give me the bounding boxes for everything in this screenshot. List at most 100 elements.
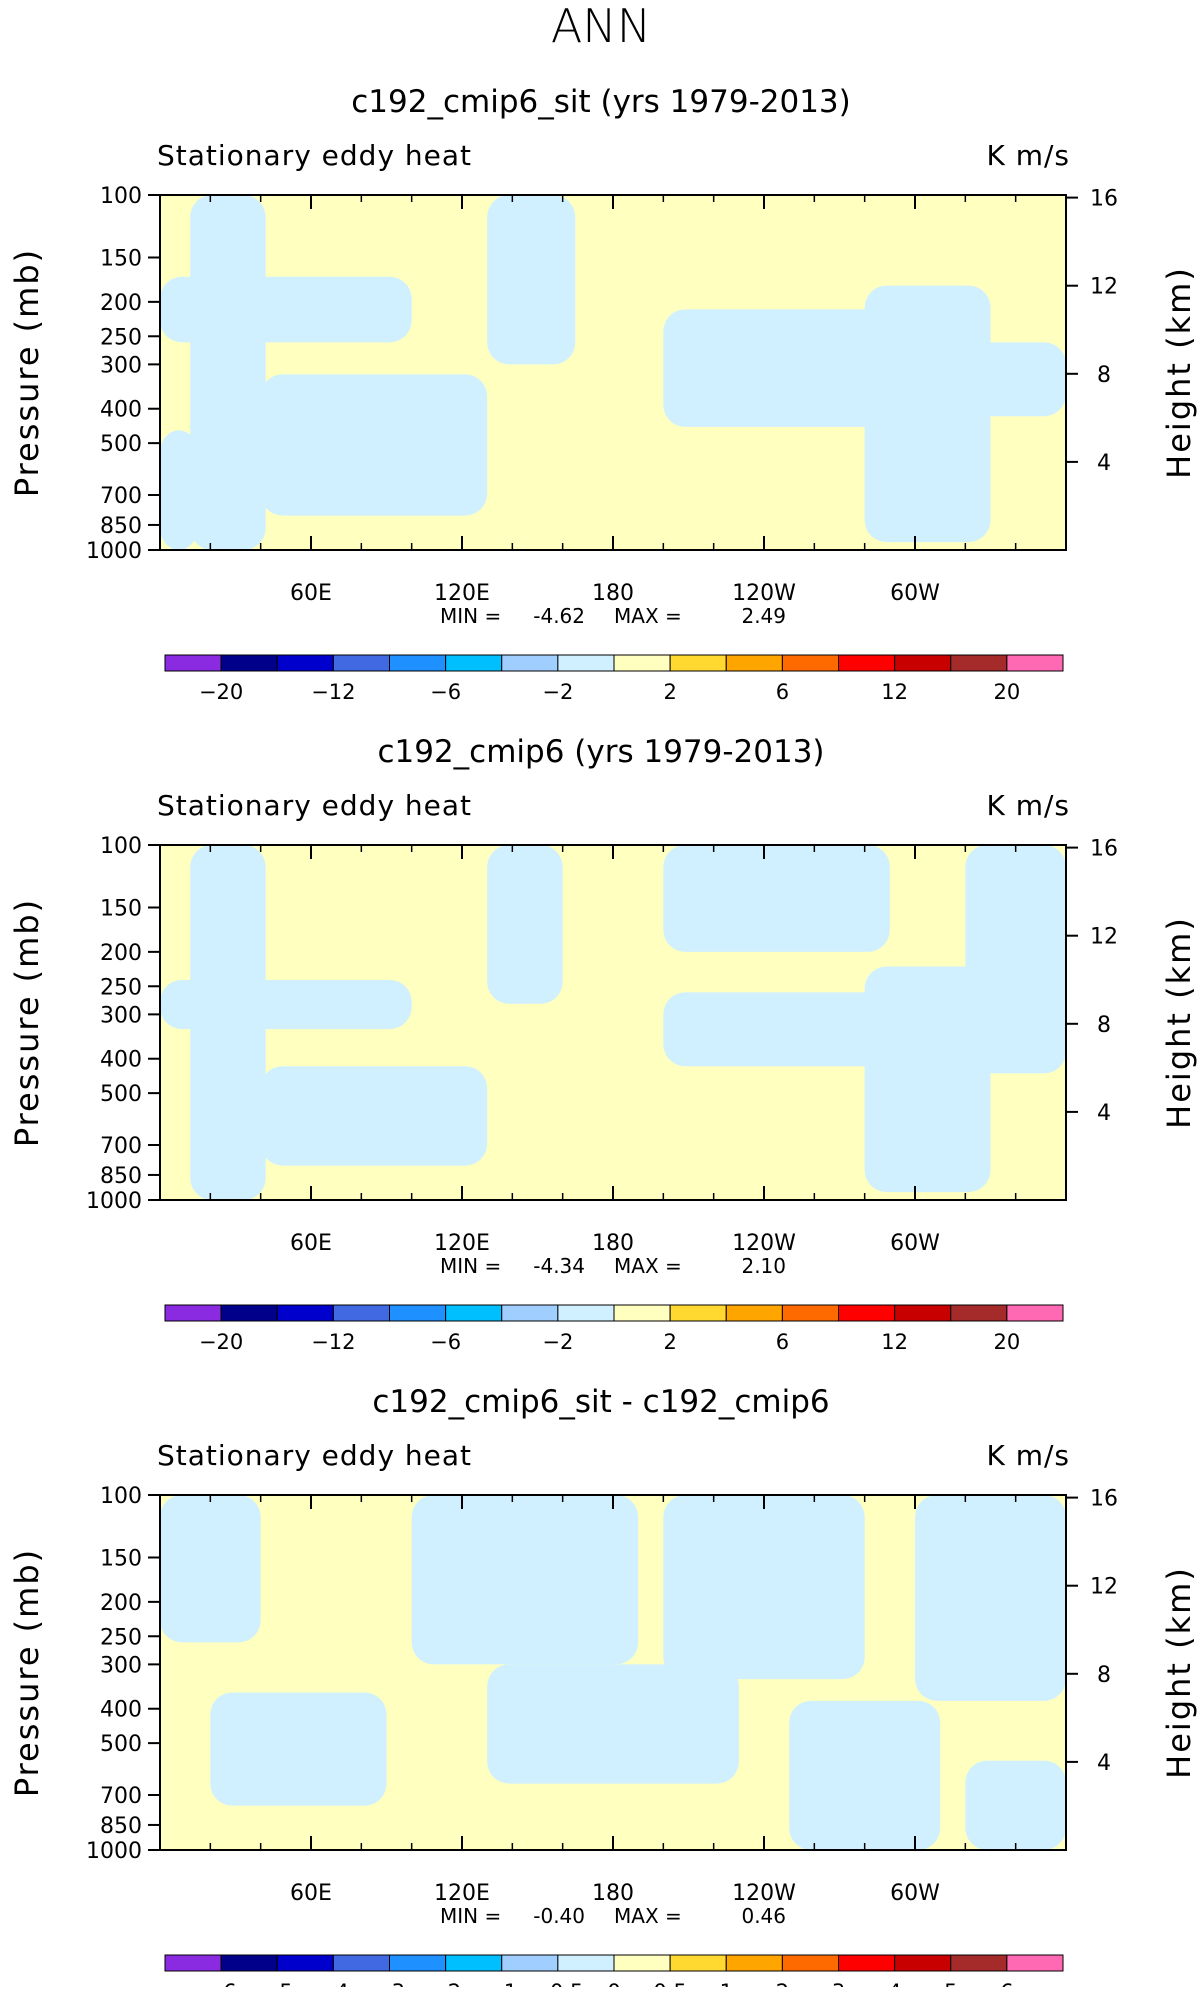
x-tick-label: 60E xyxy=(290,581,332,606)
colorbar-box xyxy=(501,1954,559,1972)
colorbar-label: −2 xyxy=(430,1980,461,1987)
y-tick-label: 700 xyxy=(100,1134,142,1159)
contour-region xyxy=(411,1495,639,1665)
right-y-tick-label: 16 xyxy=(1090,837,1118,862)
colorbar-box xyxy=(781,1304,839,1322)
y-tick-label: 850 xyxy=(100,1814,142,1839)
colorbar-label: 6 xyxy=(1000,1980,1013,1987)
contour-regions xyxy=(160,845,1066,1200)
colorbar-box xyxy=(894,654,952,672)
colorbar-label: −2 xyxy=(542,1330,573,1354)
right-y-tick-label: 12 xyxy=(1090,275,1118,300)
contour-region xyxy=(663,309,890,427)
colorbar-box xyxy=(725,1304,783,1322)
colorbar-label: 4 xyxy=(888,1980,901,1987)
y-tick-label: 500 xyxy=(100,1732,142,1757)
x-tick-label: 60W xyxy=(890,581,940,606)
units-label: K m/s xyxy=(986,789,1070,822)
colorbar-box xyxy=(332,1304,390,1322)
x-tick-label: 120W xyxy=(732,581,796,606)
x-tick-label: 120E xyxy=(434,1231,490,1256)
right-y-tick-label: 8 xyxy=(1097,363,1111,388)
contour-region xyxy=(160,276,412,343)
contour-region xyxy=(487,1664,739,1784)
contour-region xyxy=(160,1495,261,1643)
contour-region xyxy=(663,1495,865,1680)
y-tick-label: 400 xyxy=(100,398,142,423)
right-y-tick-label: 16 xyxy=(1090,187,1118,212)
colorbar-box xyxy=(950,654,1008,672)
colorbar-label: −6 xyxy=(430,680,461,704)
colorbar-box xyxy=(164,654,222,672)
colorbar-label: 12 xyxy=(881,1330,908,1354)
colorbar-box xyxy=(838,1304,896,1322)
y-tick-label: 700 xyxy=(100,1784,142,1809)
contour-region xyxy=(210,1692,387,1806)
colorbar-box xyxy=(276,1304,334,1322)
field-label: Stationary eddy heat xyxy=(157,1439,472,1472)
colorbar-label: −3 xyxy=(374,1980,405,1987)
colorbar-label: −20 xyxy=(199,680,243,704)
x-tick-label: 120E xyxy=(434,1881,490,1906)
contour-region xyxy=(663,845,890,952)
y-tick-label: 150 xyxy=(100,897,142,922)
right-y-tick-label: 8 xyxy=(1097,1013,1111,1038)
y-tick-label: 500 xyxy=(100,432,142,457)
y-tick-label: 250 xyxy=(100,975,142,1000)
colorbar-box xyxy=(389,654,447,672)
colorbar-box xyxy=(1006,1304,1064,1322)
colorbar: −20 −12 −6 −2 2 6 12 20 xyxy=(164,654,1064,704)
y-axis-title: Pressure (mb) xyxy=(8,248,46,497)
y-tick-label: 200 xyxy=(100,1591,142,1616)
figure-title: ANN xyxy=(551,0,651,53)
contour-region xyxy=(915,1495,1066,1701)
colorbar-box xyxy=(781,1954,839,1972)
contour-region xyxy=(864,966,991,1193)
colorbar-box xyxy=(613,1304,671,1322)
contour-region xyxy=(864,285,991,543)
colorbar-box xyxy=(389,1954,447,1972)
colorbar-label: −6 xyxy=(430,1330,461,1354)
y-tick-label: 100 xyxy=(100,184,142,209)
colorbar-box xyxy=(220,654,278,672)
right-y-tick-label: 12 xyxy=(1090,1575,1118,1600)
y-tick-label: 100 xyxy=(100,1484,142,1509)
colorbar-box xyxy=(1006,1954,1064,1972)
y-tick-label: 300 xyxy=(100,1003,142,1028)
right-y-axis-title: Height (km) xyxy=(1160,266,1198,479)
chart-panel-3: c192_cmip6_sit - c192_cmip6 Stationary ed… xyxy=(8,1384,1198,1991)
colorbar-box xyxy=(557,1304,615,1322)
panel-title: c192_cmip6_sit - c192_cmip6 xyxy=(372,1384,829,1420)
field-label: Stationary eddy heat xyxy=(157,789,472,822)
colorbar-box xyxy=(445,1954,503,1972)
y-tick-label: 500 xyxy=(100,1082,142,1107)
colorbar-box xyxy=(389,1304,447,1322)
colorbar-box xyxy=(332,654,390,672)
x-tick-label: 180 xyxy=(592,1231,634,1256)
x-tick-label: 180 xyxy=(592,1881,634,1906)
colorbar-label: −1 xyxy=(486,1980,517,1987)
colorbar: −6 −5 −4 −3 −2 −1 −0.5 0 0.5 1 2 3 4 5 6 xyxy=(164,1954,1064,1991)
y-tick-label: 1000 xyxy=(86,1839,142,1864)
y-tick-label: 100 xyxy=(100,834,142,859)
panel-title: c192_cmip6 (yrs 1979-2013) xyxy=(377,734,824,770)
max-label: MAX = xyxy=(614,1904,682,1928)
colorbar-label: −2 xyxy=(542,680,573,704)
colorbar-box xyxy=(838,1954,896,1972)
colorbar-box xyxy=(501,1304,559,1322)
y-tick-label: 850 xyxy=(100,1164,142,1189)
y-tick-label: 250 xyxy=(100,1625,142,1650)
contour-region xyxy=(965,342,1066,417)
y-tick-label: 200 xyxy=(100,941,142,966)
contour-region xyxy=(487,845,563,1004)
right-y-tick-label: 16 xyxy=(1090,1487,1118,1512)
colorbar-label: 2 xyxy=(663,1330,676,1354)
max-label: MAX = xyxy=(614,604,682,628)
colorbar-box xyxy=(725,1954,783,1972)
colorbar: −20 −12 −6 −2 2 6 12 20 xyxy=(164,1304,1064,1354)
chart-panel-1: c192_cmip6_sit (yrs 1979-2013) Stationary… xyxy=(8,84,1198,704)
x-tick-label: 120W xyxy=(732,1231,796,1256)
colorbar-label: 5 xyxy=(944,1980,957,1987)
colorbar-box xyxy=(164,1304,222,1322)
